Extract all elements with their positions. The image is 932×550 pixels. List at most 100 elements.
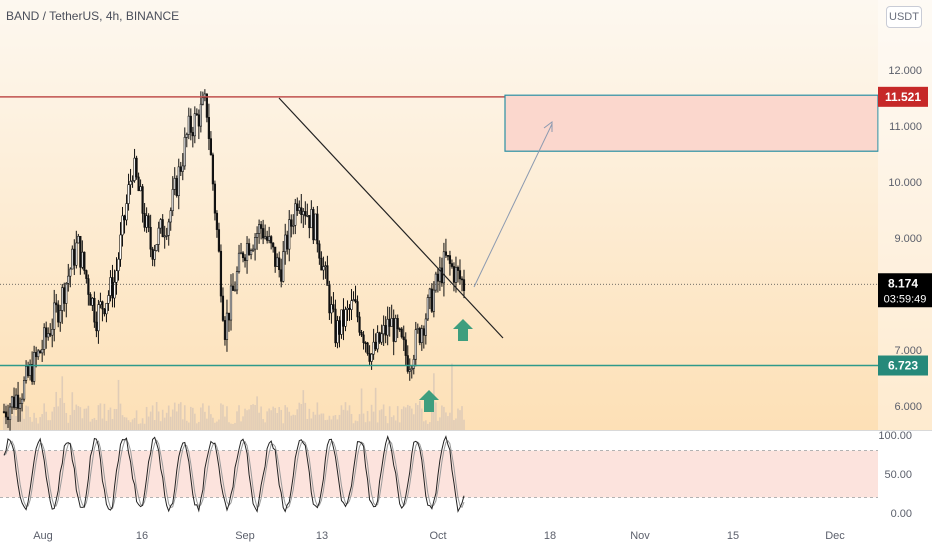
candle xyxy=(4,405,8,425)
candle xyxy=(231,273,235,291)
volume-bar xyxy=(410,408,413,430)
volume-bar xyxy=(268,408,270,430)
volume-bar xyxy=(439,417,441,430)
volume-bar xyxy=(155,402,158,430)
candle-body xyxy=(191,132,194,137)
volume-bar xyxy=(185,420,188,430)
candle-body xyxy=(436,273,439,282)
candle xyxy=(362,331,365,350)
volume-bar xyxy=(169,416,172,430)
candle xyxy=(396,314,399,339)
candle-body xyxy=(187,115,190,135)
volume-bar xyxy=(419,400,421,430)
volume-bar xyxy=(350,413,353,430)
candle-body xyxy=(33,352,36,382)
candle xyxy=(163,225,166,249)
volume-bar xyxy=(179,402,182,430)
candle-body xyxy=(296,203,299,211)
target-zone-box xyxy=(504,94,879,152)
candle xyxy=(460,276,464,292)
candle-body xyxy=(456,267,460,271)
candle xyxy=(256,226,259,250)
candle xyxy=(344,306,347,332)
candle-body xyxy=(438,267,441,282)
candle xyxy=(89,292,92,306)
candle xyxy=(95,311,98,338)
volume-bar xyxy=(15,416,17,430)
volume-bar xyxy=(165,412,168,430)
candle-body xyxy=(35,352,38,358)
price-tick-label: 12.000 xyxy=(888,65,922,77)
volume-bar xyxy=(91,418,94,430)
candle-body xyxy=(57,304,60,323)
candle-body xyxy=(83,251,86,271)
candle-body xyxy=(284,234,287,253)
volume-bar xyxy=(330,419,333,430)
volume-bar xyxy=(284,405,287,430)
candle-body xyxy=(298,207,301,211)
candle-body xyxy=(225,312,229,340)
volume-bar xyxy=(236,411,238,430)
candle-body xyxy=(117,258,120,272)
volume-bar xyxy=(242,416,244,430)
candle-body xyxy=(420,328,423,343)
volume-bar xyxy=(427,423,429,430)
volume-bar xyxy=(25,405,27,430)
candle xyxy=(53,289,56,342)
volume-bar xyxy=(447,416,449,430)
candle xyxy=(79,235,82,275)
candle-body xyxy=(338,320,341,335)
candle xyxy=(366,341,369,356)
candle-body xyxy=(63,287,66,304)
volume-bar xyxy=(400,409,403,430)
volume-bar xyxy=(304,402,307,430)
candle-body xyxy=(314,213,317,241)
candle-body xyxy=(276,257,279,267)
candle-body xyxy=(181,165,184,172)
candle xyxy=(306,203,309,218)
volume-bar xyxy=(123,417,126,430)
candle-body xyxy=(402,336,405,341)
volume-bar xyxy=(246,410,248,430)
candle xyxy=(131,175,134,188)
candle-body xyxy=(442,251,446,284)
candle-body xyxy=(213,183,217,214)
candle-body xyxy=(239,252,243,255)
candle-body xyxy=(199,103,202,127)
candle-body xyxy=(81,251,84,268)
candle xyxy=(243,254,247,268)
volume-bar xyxy=(33,412,35,430)
candle xyxy=(8,403,12,431)
volume-bar xyxy=(133,417,136,430)
candle-body xyxy=(274,246,277,267)
candle xyxy=(227,312,231,332)
volume-bar xyxy=(99,403,102,430)
volume-bar xyxy=(455,418,457,430)
candle-body xyxy=(105,303,108,315)
volume-bar xyxy=(31,421,33,430)
currency-button[interactable]: USDT xyxy=(886,6,922,28)
volume-bar xyxy=(224,416,226,430)
candle-body xyxy=(153,250,156,260)
volume-bar xyxy=(280,409,283,430)
candle xyxy=(143,203,146,232)
support-price-tag xyxy=(878,355,928,376)
price-tick-label: 7.000 xyxy=(894,345,922,357)
volume-bar xyxy=(79,407,82,430)
volume-bar xyxy=(423,421,425,430)
candle xyxy=(388,306,391,337)
price-axis[interactable]: 12.000 11.000 10.000 9.000 7.000 6.000 11.521 8… xyxy=(878,0,932,520)
drawings[interactable] xyxy=(0,94,879,412)
candle-body xyxy=(55,302,58,306)
candle-body xyxy=(406,355,409,372)
candle-body xyxy=(378,332,381,343)
volume-bar xyxy=(404,407,407,430)
volume-bar xyxy=(457,408,459,430)
time-axis[interactable]: Aug 16 Sep 13 Oct 18 Nov 15 Dec xyxy=(33,530,845,542)
volume-bar xyxy=(288,411,291,430)
candle xyxy=(382,315,385,346)
volume-bar xyxy=(45,411,47,430)
up-arrow-volume xyxy=(419,390,439,412)
candle xyxy=(203,89,206,102)
